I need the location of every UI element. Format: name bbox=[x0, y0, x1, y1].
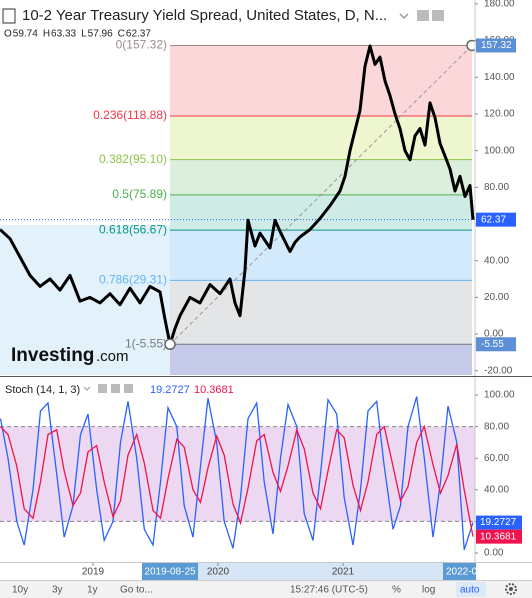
stoch-badge bbox=[476, 529, 522, 544]
y-tick-label: 40.00 bbox=[484, 255, 509, 266]
gear-icon[interactable] bbox=[505, 583, 517, 595]
x-tick-label: 2020 bbox=[207, 567, 230, 578]
logo-suffix: .com bbox=[96, 348, 129, 365]
stoch-badge-label: 19.2727 bbox=[480, 517, 517, 528]
y-tick-label: 40.00 bbox=[484, 484, 509, 495]
fib-label: 0.786(29.31) bbox=[99, 272, 167, 286]
toolbar-item[interactable]: % bbox=[392, 585, 401, 596]
stoch-badge bbox=[476, 515, 522, 530]
fib-band bbox=[170, 159, 472, 195]
toolbar-item: 15:27:46 (UTC-5) bbox=[290, 585, 368, 596]
close-icon[interactable] bbox=[432, 10, 444, 21]
y-tick-label: 20.00 bbox=[484, 292, 509, 303]
fib-anchor bbox=[466, 39, 475, 52]
ohlc-value: 63.33 bbox=[51, 29, 76, 40]
price-badge-label: -5.55 bbox=[481, 339, 504, 350]
y-tick-label: 0.00 bbox=[484, 548, 504, 559]
ohlc-key: H bbox=[43, 29, 50, 40]
y-tick-label: 60.00 bbox=[484, 453, 509, 464]
time-badge bbox=[443, 563, 476, 580]
toolbar-active bbox=[456, 582, 486, 597]
fib-band bbox=[170, 230, 472, 281]
main-plot: 0(157.32) 0.236(118.88) 0.382(95.10) 0.5(75… bbox=[0, 38, 475, 375]
fib-extension bbox=[170, 344, 472, 375]
ohlc-key: C bbox=[118, 29, 125, 40]
toolbar-item[interactable]: 3y bbox=[52, 585, 63, 596]
price-badge bbox=[476, 337, 516, 352]
x-tick-label: 2021 bbox=[332, 567, 355, 578]
fib-band bbox=[170, 45, 472, 116]
toolbar-item[interactable]: 10y bbox=[12, 585, 28, 596]
stoch-line bbox=[0, 396, 474, 551]
fib-label: 0.382(95.10) bbox=[99, 152, 167, 166]
stoch-badge-label: 10.3681 bbox=[480, 531, 517, 542]
price-badge-label: 62.37 bbox=[481, 214, 506, 225]
stoch-eye[interactable] bbox=[98, 384, 107, 393]
stoch-close[interactable] bbox=[124, 384, 133, 393]
y-tick-label: 120.00 bbox=[484, 109, 515, 120]
stoch-title: Stoch (14, 1, 3) bbox=[5, 384, 80, 396]
price-line bbox=[0, 44, 475, 346]
header: 10-2 Year Treasury Yield Spread, United … bbox=[2, 7, 517, 595]
fib-label: 1(-5.55) bbox=[125, 336, 167, 350]
stoch-d-value: 10.3681 bbox=[194, 384, 234, 396]
y-tick-label: 80.00 bbox=[484, 182, 509, 193]
fib-label: 0.236(118.88) bbox=[93, 108, 167, 122]
stoch-plot bbox=[0, 396, 475, 551]
price-badge bbox=[476, 38, 516, 53]
time-badge-label: 2019-08-25 bbox=[144, 567, 196, 578]
time-range-shade bbox=[170, 563, 475, 580]
toolbar-item[interactable]: 1y bbox=[87, 585, 98, 596]
ohlc-key: O bbox=[4, 29, 12, 40]
ohlc-value: 57.96 bbox=[88, 29, 113, 40]
y-tick-label: 100.00 bbox=[484, 145, 515, 156]
toolbar-item[interactable]: Go to... bbox=[120, 585, 153, 596]
y-tick-label: 100.00 bbox=[484, 390, 515, 401]
dropdown-icon[interactable] bbox=[399, 13, 409, 20]
fib-band bbox=[170, 194, 472, 231]
y-tick-label: 80.00 bbox=[484, 421, 509, 432]
stoch-line bbox=[0, 424, 474, 537]
time-badge-label: 2022-0 bbox=[446, 567, 478, 578]
ohlc-key: L bbox=[81, 29, 87, 40]
stoch-settings[interactable] bbox=[111, 384, 120, 393]
settings-icon[interactable] bbox=[417, 10, 429, 21]
x-tick-label: 2019 bbox=[82, 567, 105, 578]
stoch-dropdown[interactable] bbox=[83, 386, 91, 391]
y-tick-label: 180.00 bbox=[484, 0, 515, 9]
stoch-k-value: 19.2727 bbox=[150, 384, 190, 396]
toolbar-item[interactable]: auto bbox=[460, 585, 480, 596]
logo: Investing bbox=[11, 345, 94, 366]
collapse-icon[interactable] bbox=[2, 8, 16, 24]
y-tick-label: 140.00 bbox=[484, 72, 515, 83]
toolbar bbox=[0, 580, 532, 598]
toolbar-item[interactable]: log bbox=[422, 585, 435, 596]
fib-label: 0.5(75.89) bbox=[112, 187, 167, 201]
price-badge bbox=[476, 212, 516, 227]
ohlc-value: 62.37 bbox=[126, 29, 151, 40]
fib-label: 0.618(56.67) bbox=[99, 222, 167, 236]
fib-label: 0(157.32) bbox=[116, 38, 167, 52]
y-tick-label: 0.00 bbox=[484, 329, 504, 340]
price-badge-label: 157.32 bbox=[481, 40, 512, 51]
fib-anchor bbox=[164, 338, 176, 351]
y-tick-label: -20.00 bbox=[484, 365, 513, 376]
ohlc-value: 59.74 bbox=[13, 29, 38, 40]
time-badge bbox=[142, 563, 198, 580]
chart-title: 10-2 Year Treasury Yield Spread, United … bbox=[22, 7, 387, 24]
